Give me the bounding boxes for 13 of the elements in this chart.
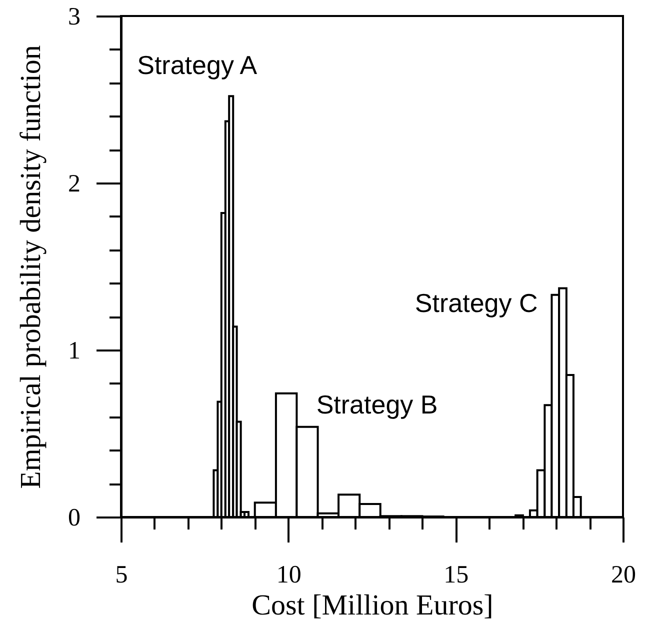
x-tick-label: 10 — [276, 562, 302, 588]
y-tick-label: 3 — [68, 4, 80, 30]
y-tick-label: 1 — [68, 338, 80, 364]
series-label: Strategy B — [316, 389, 438, 420]
series-label: Strategy C — [414, 288, 538, 318]
x-tick-label: 5 — [115, 562, 128, 588]
x-tick-label: 15 — [444, 562, 469, 588]
series-label: Strategy A — [137, 50, 258, 80]
x-tick-label: 20 — [611, 562, 636, 588]
y-tick-label: 2 — [68, 170, 80, 198]
y-tick-label: 0 — [68, 504, 80, 532]
y-axis-title: Empirical probability density function — [15, 44, 47, 489]
x-axis-title: Cost [Million Euros] — [252, 590, 494, 622]
